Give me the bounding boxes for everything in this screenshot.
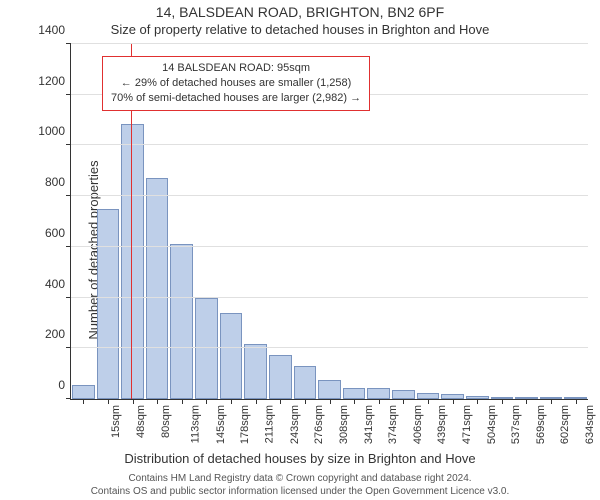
plot-area: 020040060080010001200140015sqm48sqm80sqm… [70, 44, 588, 400]
gridline-h [71, 246, 588, 247]
y-tick-label: 200 [45, 327, 65, 341]
y-tick-mark [66, 195, 71, 196]
x-tick-mark [403, 399, 404, 404]
histogram-bar [97, 209, 120, 399]
attribution-footer: Contains HM Land Registry data © Crown c… [0, 473, 600, 498]
x-tick-mark [551, 399, 552, 404]
gridline-h [71, 347, 588, 348]
histogram-bar [269, 355, 292, 399]
x-tick-label: 243sqm [289, 405, 301, 444]
y-tick-mark [66, 297, 71, 298]
x-tick-label: 48sqm [135, 405, 147, 438]
histogram-bar [121, 124, 144, 399]
x-tick-label: 439sqm [436, 405, 448, 444]
histogram-bar [244, 344, 267, 399]
y-tick-label: 1000 [38, 124, 65, 138]
y-tick-label: 1200 [38, 74, 65, 88]
chart-title: 14, BALSDEAN ROAD, BRIGHTON, BN2 6PF [0, 4, 600, 20]
x-tick-mark [477, 399, 478, 404]
x-tick-label: 341sqm [363, 405, 375, 444]
gridline-h [71, 195, 588, 196]
footer-line-2: Contains OS and public sector informatio… [0, 486, 600, 499]
y-tick-mark [66, 246, 71, 247]
x-tick-label: 276sqm [313, 405, 325, 444]
y-tick-label: 400 [45, 277, 65, 291]
x-tick-label: 471sqm [461, 405, 473, 444]
x-tick-mark [231, 399, 232, 404]
histogram-bar [392, 390, 415, 399]
x-tick-label: 178sqm [240, 405, 252, 444]
x-tick-mark [256, 399, 257, 404]
x-tick-label: 406sqm [412, 405, 424, 444]
chart-subtitle: Size of property relative to detached ho… [0, 22, 600, 37]
x-tick-label: 211sqm [263, 405, 275, 443]
x-tick-label: 569sqm [535, 405, 547, 444]
y-tick-mark [66, 398, 71, 399]
x-axis-label: Distribution of detached houses by size … [0, 451, 600, 466]
footer-line-1: Contains HM Land Registry data © Crown c… [0, 473, 600, 486]
x-tick-mark [354, 399, 355, 404]
x-tick-mark [206, 399, 207, 404]
histogram-bar [146, 178, 169, 399]
histogram-bar [72, 385, 95, 399]
x-tick-mark [428, 399, 429, 404]
histogram-bar [343, 388, 366, 399]
histogram-bar [220, 313, 243, 399]
y-tick-label: 800 [45, 175, 65, 189]
x-tick-label: 504sqm [486, 405, 498, 444]
y-tick-mark [66, 94, 71, 95]
x-tick-label: 602sqm [560, 405, 572, 444]
gridline-h [71, 297, 588, 298]
gridline-h [71, 144, 588, 145]
y-tick-label: 600 [45, 226, 65, 240]
property-size-histogram: 14, BALSDEAN ROAD, BRIGHTON, BN2 6PF Siz… [0, 0, 600, 500]
annotation-line: ← 29% of detached houses are smaller (1,… [111, 76, 361, 91]
annotation-callout: 14 BALSDEAN ROAD: 95sqm← 29% of detached… [102, 56, 370, 111]
x-tick-mark [157, 399, 158, 404]
x-tick-mark [108, 399, 109, 404]
histogram-bar [294, 366, 317, 399]
annotation-line: 14 BALSDEAN ROAD: 95sqm [111, 61, 361, 76]
histogram-bar [318, 380, 341, 399]
y-tick-mark [66, 43, 71, 44]
x-tick-label: 15sqm [110, 405, 122, 438]
x-tick-mark [133, 399, 134, 404]
y-tick-mark [66, 144, 71, 145]
y-tick-mark [66, 347, 71, 348]
gridline-h [71, 43, 588, 44]
x-tick-mark [330, 399, 331, 404]
y-tick-label: 1400 [38, 23, 65, 37]
x-tick-label: 113sqm [189, 405, 201, 443]
x-tick-mark [305, 399, 306, 404]
x-tick-label: 145sqm [215, 405, 227, 444]
x-tick-mark [502, 399, 503, 404]
x-tick-mark [576, 399, 577, 404]
x-tick-mark [379, 399, 380, 404]
histogram-bar [367, 388, 390, 399]
x-tick-label: 634sqm [584, 405, 596, 444]
x-tick-label: 80sqm [160, 405, 172, 438]
x-tick-mark [453, 399, 454, 404]
x-tick-label: 374sqm [387, 405, 399, 444]
x-tick-mark [280, 399, 281, 404]
x-tick-label: 537sqm [510, 405, 522, 444]
x-tick-mark [182, 399, 183, 404]
histogram-bar [170, 244, 193, 399]
x-tick-label: 308sqm [338, 405, 350, 444]
x-tick-mark [83, 399, 84, 404]
annotation-line: 70% of semi-detached houses are larger (… [111, 91, 361, 106]
x-tick-mark [526, 399, 527, 404]
y-tick-label: 0 [58, 378, 65, 392]
